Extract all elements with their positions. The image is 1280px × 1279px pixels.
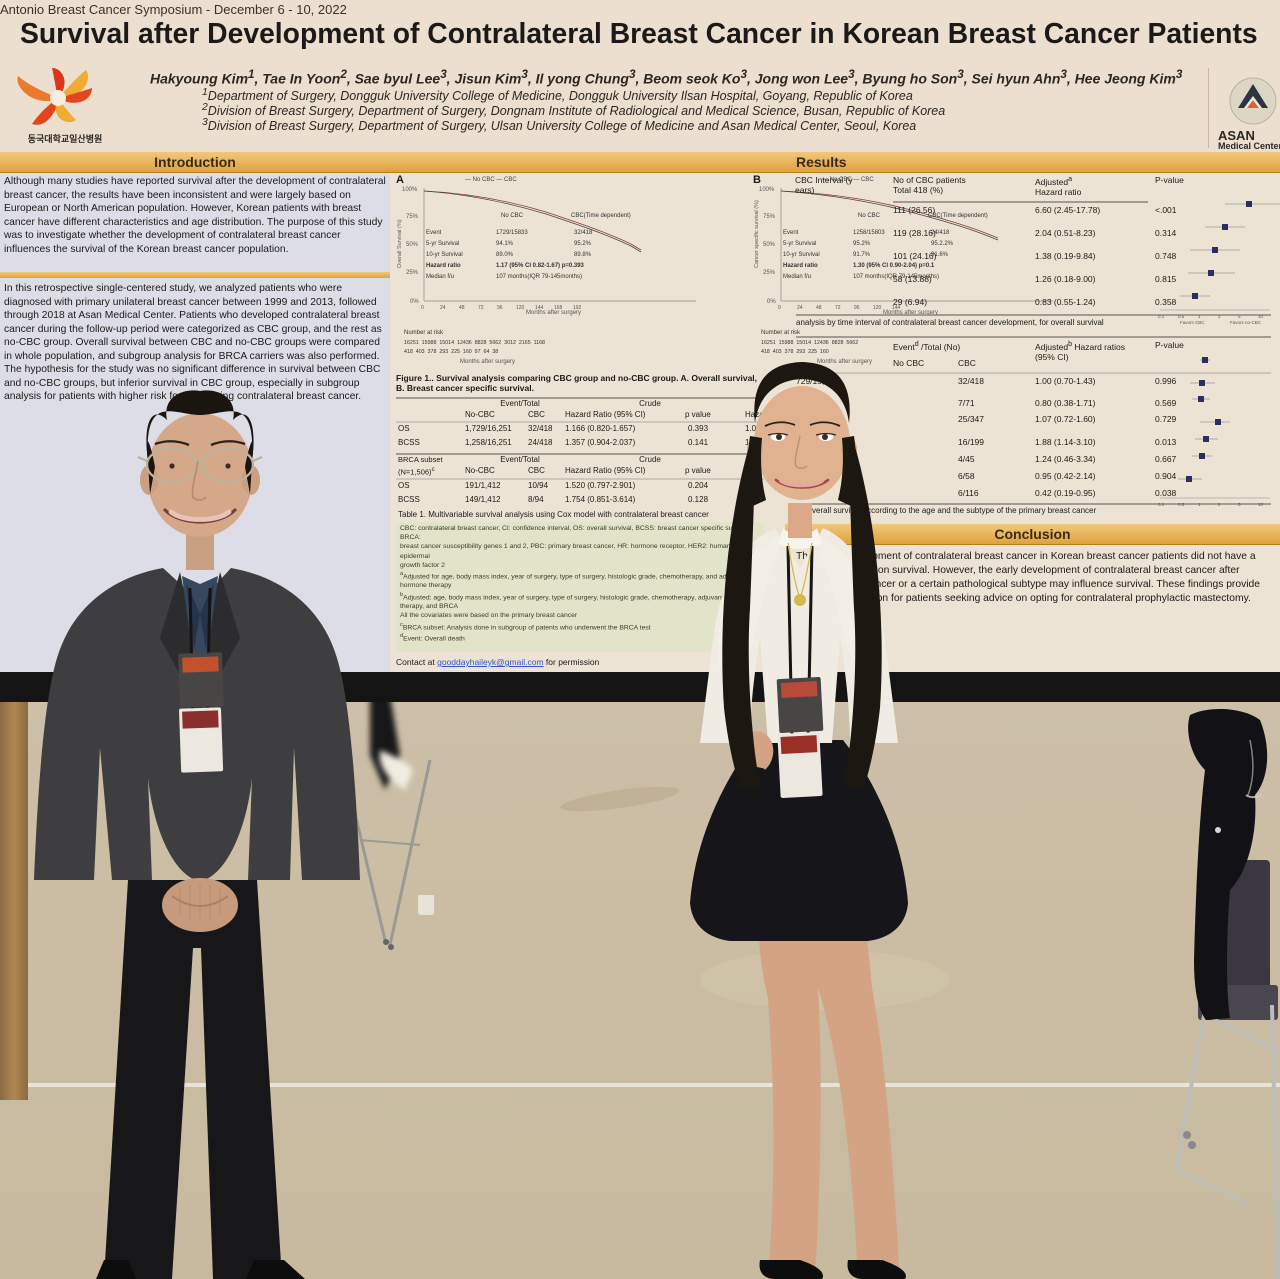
svg-text:50%: 50% [406, 242, 419, 248]
svg-text:1.17 (95% CI 0.82-1.67) p=0.39: 1.17 (95% CI 0.82-1.67) p=0.393 [496, 263, 585, 269]
svg-text:Event: Event [426, 230, 442, 236]
svg-text:89.8%: 89.8% [574, 252, 592, 258]
svg-text:168: 168 [554, 305, 563, 311]
svg-text:1729/15833: 1729/15833 [496, 230, 528, 236]
svg-text:0%: 0% [410, 299, 419, 305]
svg-text:95.2%: 95.2% [574, 241, 592, 247]
svg-text:10-yr Survival: 10-yr Survival [426, 252, 463, 258]
svg-text:75%: 75% [406, 214, 419, 220]
svg-text:89.0%: 89.0% [496, 252, 514, 258]
svg-text:Median f/u: Median f/u [426, 274, 454, 280]
svg-text:25%: 25% [406, 270, 419, 276]
svg-text:Hazard ratio: Hazard ratio [426, 263, 461, 269]
svg-text:144: 144 [535, 305, 544, 311]
svg-text:120: 120 [516, 305, 525, 311]
svg-text:5-yr Survival: 5-yr Survival [426, 241, 459, 247]
svg-text:107 months(IQR 79-145months): 107 months(IQR 79-145months) [496, 274, 582, 280]
svg-text:32/418: 32/418 [574, 230, 593, 236]
svg-text:192: 192 [573, 305, 582, 311]
svg-text:No CBC: No CBC [501, 213, 524, 219]
svg-text:72: 72 [478, 305, 484, 311]
svg-text:24: 24 [440, 305, 446, 311]
svg-text:48: 48 [459, 305, 465, 311]
svg-text:96: 96 [497, 305, 503, 311]
svg-text:100%: 100% [402, 187, 418, 193]
svg-text:0: 0 [421, 305, 424, 311]
svg-text:94.1%: 94.1% [496, 241, 514, 247]
